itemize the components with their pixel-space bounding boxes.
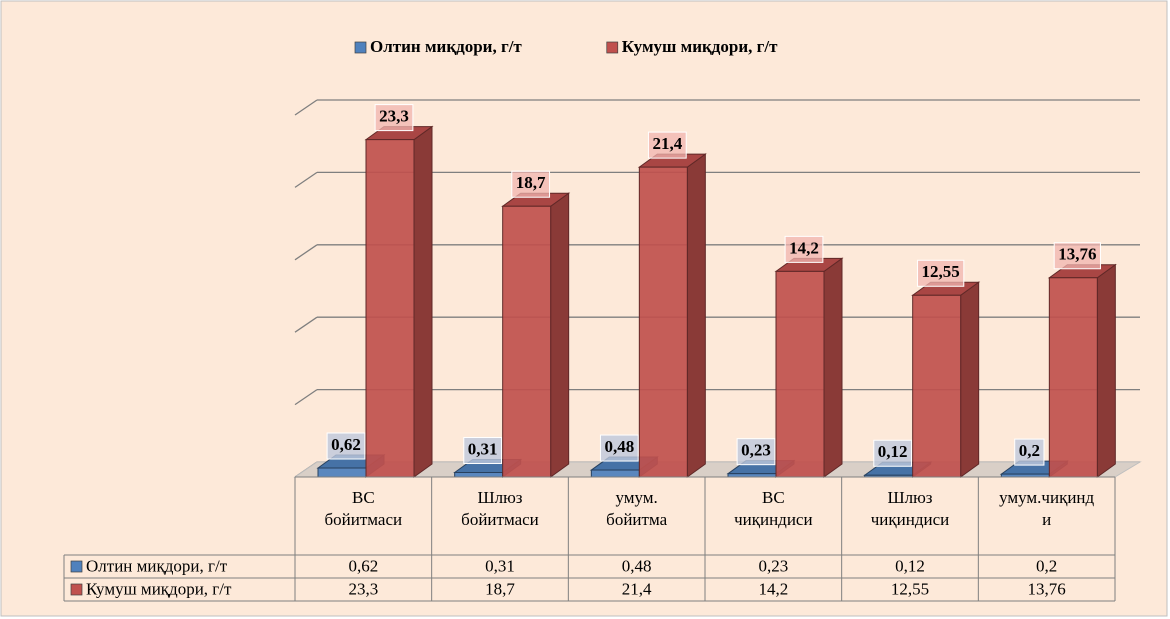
x-tick-label: ВС бойитмаси (324, 488, 403, 529)
value-label-box (647, 131, 687, 159)
value-label: 18,7 (516, 173, 546, 192)
bar-front (502, 205, 552, 478)
bar-front (1048, 277, 1098, 478)
value-label: 14,2 (789, 238, 819, 257)
value-label-box (873, 439, 913, 467)
bar-side (550, 192, 570, 478)
table-cell: 13,76 (1028, 579, 1066, 598)
table-cell: 0,12 (895, 556, 925, 575)
value-label: 0,48 (604, 437, 634, 456)
table-row-header: Олтин миқдори, г/т (86, 556, 228, 575)
legend-swatch (354, 41, 367, 54)
category-cell: Шлюз чиқиндиси (870, 488, 950, 529)
bar-front (454, 472, 504, 478)
value-label-box (326, 432, 366, 460)
bar-side (413, 125, 433, 478)
bar-front (365, 139, 415, 478)
value-label: 13,76 (1058, 245, 1096, 264)
bar-front (638, 166, 688, 478)
table-cell: 0,62 (348, 556, 378, 575)
grid-line-side (294, 244, 318, 261)
value-label: 0,23 (741, 441, 771, 460)
bar (774, 257, 844, 478)
value-label-box (784, 235, 824, 263)
legend-label: Кумуш миқдори, г/т (622, 37, 778, 56)
value-label-box (511, 170, 551, 198)
bar (501, 192, 571, 478)
table-cell: 0,2 (1036, 556, 1057, 575)
value-label: 0,2 (1019, 441, 1040, 460)
table-legend-key (70, 583, 83, 596)
value-label: 23,3 (379, 107, 409, 126)
grid-line-side (294, 316, 318, 333)
table-legend-key (70, 560, 83, 573)
grid-line-side (294, 389, 318, 406)
value-label-box (1014, 438, 1045, 466)
category-cell: ВС бойитмаси (324, 488, 403, 529)
value-label: 0,31 (468, 439, 498, 458)
table-cell: 21,4 (622, 579, 652, 598)
table-cell: 18,7 (485, 579, 515, 598)
bar (911, 281, 981, 478)
table-cell: 23,3 (348, 579, 378, 598)
bar-side (1096, 263, 1116, 478)
category-cell: Шлюз бойитмаси (461, 488, 539, 529)
bar-side (960, 281, 980, 478)
table-cell: 12,55 (891, 579, 929, 598)
x-tick-label: умум.чиқинди (999, 488, 1095, 529)
value-label-box (917, 259, 965, 287)
category-cell: умум.чиқинди (999, 488, 1095, 529)
category-cell: умум. бойитма (606, 488, 668, 529)
value-label-box (736, 438, 776, 466)
legend-label: Олтин миқдори, г/т (370, 37, 522, 56)
value-label: 0,62 (331, 435, 361, 454)
value-label-box (374, 104, 414, 132)
value-label-box (1053, 242, 1101, 270)
x-tick-label: Шлюз бойитмаси (461, 488, 539, 529)
bar-front (590, 469, 640, 478)
value-label: 12,55 (922, 262, 960, 281)
x-tick-label: умум. бойитма (606, 488, 668, 529)
value-label-box (599, 434, 639, 462)
bar (364, 125, 434, 478)
bar (1047, 263, 1117, 478)
bar-front (775, 270, 825, 478)
bar-side (823, 257, 843, 478)
table-cell: 0,48 (622, 556, 652, 575)
bar-front (317, 467, 367, 478)
value-label-box (463, 437, 503, 465)
table-cell: 0,23 (758, 556, 788, 575)
bar-front (912, 294, 962, 478)
x-tick-label: Шлюз чиқиндиси (870, 488, 950, 529)
bar (637, 153, 707, 478)
table-cell: 14,2 (758, 579, 788, 598)
value-label: 0,12 (878, 442, 908, 461)
table-row-header: Кумуш миқдори, г/т (86, 579, 232, 598)
legend-swatch (606, 41, 619, 54)
table-cell: 0,31 (485, 556, 515, 575)
grid-line-side (294, 171, 318, 188)
bar-side (686, 153, 706, 478)
x-tick-label: ВС чиқиндиси (734, 488, 813, 529)
category-cell: ВС чиқиндиси (734, 488, 813, 529)
grid-line-side (294, 99, 318, 116)
value-label: 21,4 (652, 134, 682, 153)
